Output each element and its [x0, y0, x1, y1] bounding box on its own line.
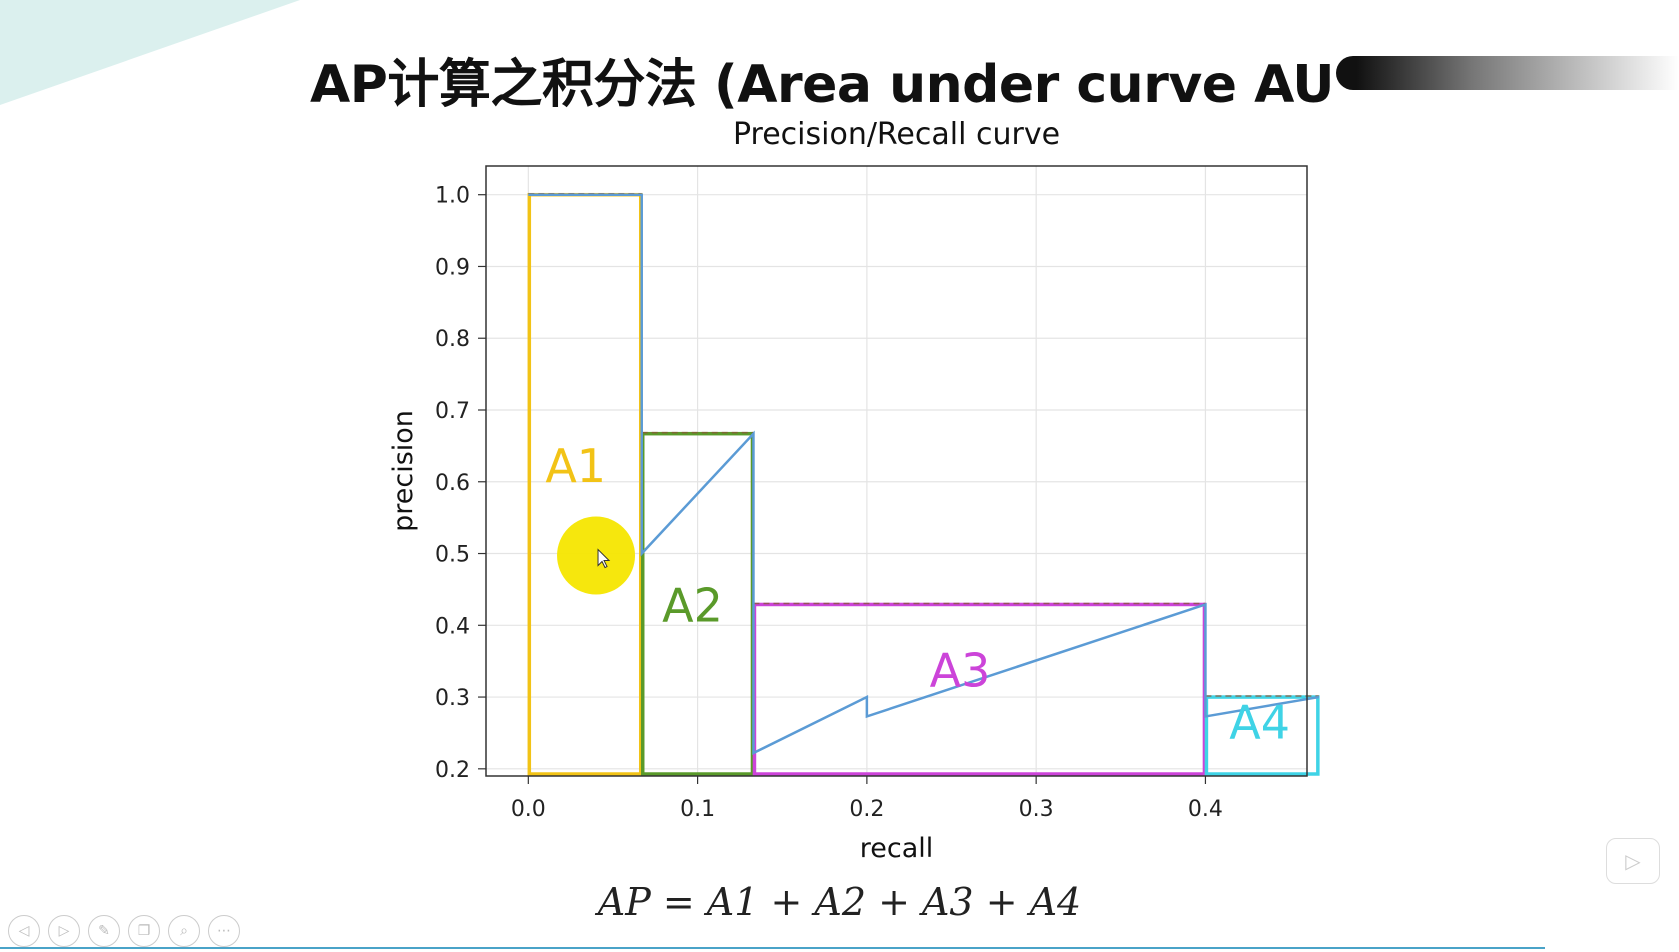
play-icon[interactable]: ▷: [1606, 838, 1660, 884]
chart-title: Precision/Recall curve: [733, 117, 1060, 152]
zoom-icon[interactable]: ⌕: [168, 915, 200, 947]
area-rect-a4: [1204, 695, 1320, 776]
y-tick-label: 0.2: [435, 758, 470, 783]
y-tick-label: 0.7: [435, 399, 470, 424]
slide-title: AP计算之积分法 (Area under curve AU: [310, 55, 1334, 115]
area-label-a1: A1: [545, 439, 606, 493]
area-label-a4: A4: [1229, 696, 1290, 750]
cursor-highlight: [557, 516, 636, 595]
x-tick-label: 0.2: [849, 797, 884, 822]
cursor-pointer-icon: [597, 548, 611, 569]
title-fade-bar: [1336, 56, 1679, 90]
ap-formula: AP = A1 + A2 + A3 + A4: [597, 880, 1082, 924]
y-axis-label: precision: [388, 410, 419, 532]
area-label-a3: A3: [930, 643, 991, 697]
next-icon[interactable]: ▷: [48, 915, 80, 947]
x-axis-label: recall: [860, 833, 934, 864]
y-tick-label: 1.0: [435, 184, 470, 209]
y-tick-label: 0.6: [435, 471, 470, 496]
background-wedge: [0, 0, 300, 105]
more-icon[interactable]: ⋯: [208, 915, 240, 947]
pr-curve-line: [528, 193, 1320, 756]
prev-icon[interactable]: ◁: [8, 915, 40, 947]
y-tick-label: 0.8: [435, 327, 470, 352]
x-tick-label: 0.4: [1188, 797, 1223, 822]
plot-frame: [485, 165, 1308, 777]
y-tick-label: 0.9: [435, 255, 470, 280]
x-tick-label: 0.0: [511, 797, 546, 822]
pr-chart: Precision/Recall curve A1 A2 A3 A4 0.0 0.1 0.2 0…: [388, 117, 1320, 864]
y-tick-label: 0.3: [435, 686, 470, 711]
x-tick-label: 0.3: [1019, 797, 1054, 822]
x-tick-label: 0.1: [680, 797, 715, 822]
slide-toolbar: ◁ ▷ ✎ ❐ ⌕ ⋯: [8, 915, 240, 947]
y-tick-label: 0.4: [435, 614, 470, 639]
progress-line: [0, 947, 1545, 949]
pen-icon[interactable]: ✎: [88, 915, 120, 947]
y-tick-label: 0.5: [435, 543, 470, 568]
copy-icon[interactable]: ❐: [128, 915, 160, 947]
area-label-a2: A2: [662, 579, 723, 633]
